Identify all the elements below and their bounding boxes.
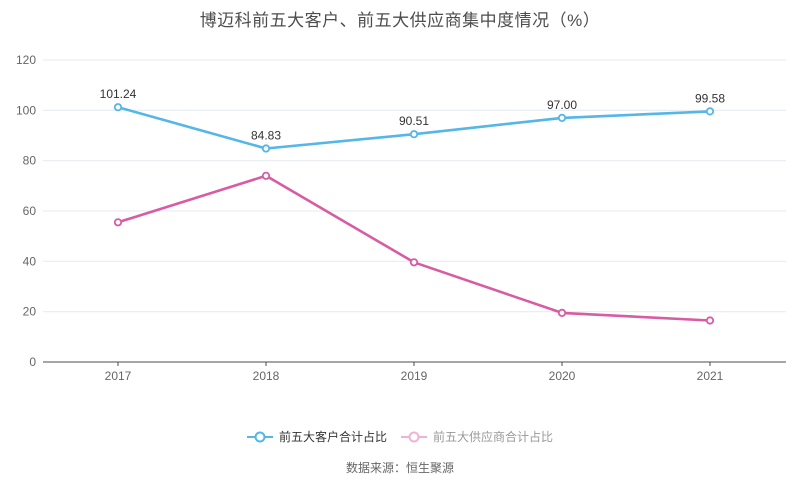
- data-source-note: 数据来源：恒生聚源: [345, 461, 454, 475]
- x-tick-label: 2020: [549, 369, 576, 383]
- legend-label-customers: 前五大客户合计占比: [278, 430, 387, 444]
- legend-circle: [408, 431, 420, 443]
- y-tick-label: 120: [16, 53, 36, 67]
- data-point: [557, 113, 567, 123]
- chart-legend: 前五大客户合计占比 前五大供应商合计占比: [0, 427, 800, 447]
- y-tick-label: 60: [23, 204, 37, 218]
- data-point: [557, 308, 567, 317]
- chart-title: 博迈科前五大客户、前五大供应商集中度情况（%）: [199, 11, 601, 30]
- x-tick-label: 2017: [105, 369, 132, 383]
- y-tick-label: 0: [29, 355, 36, 369]
- data-label: 101.24: [100, 87, 137, 101]
- series-line-1: [116, 174, 712, 322]
- data-label: 99.58: [695, 91, 725, 105]
- chart-canvas: 0 20 40 60 80 100 120 2017 2018 2019 2020 2021 101.2…: [16, 53, 786, 383]
- data-point: [705, 107, 715, 116]
- y-tick-label: 20: [23, 305, 37, 319]
- legend-marker-customers-icon: [246, 431, 273, 443]
- y-tick-label: 80: [23, 154, 37, 168]
- data-label: 84.83: [251, 129, 281, 143]
- legend-marker-suppliers-icon: [401, 431, 427, 443]
- legend-label-suppliers: 前五大供应商合计占比: [433, 430, 554, 444]
- data-label: 90.51: [399, 114, 429, 128]
- x-tick-label: 2018: [253, 369, 280, 383]
- data-point: [261, 144, 271, 153]
- data-point: [705, 316, 715, 325]
- data-point: [409, 130, 419, 139]
- data-point: [409, 258, 419, 267]
- data-point: [113, 103, 123, 112]
- data-point: [113, 218, 123, 227]
- data-label: 97.00: [547, 98, 577, 112]
- data-point: [261, 171, 271, 180]
- x-tick-label: 2019: [401, 369, 428, 383]
- y-tick-label: 40: [23, 254, 37, 268]
- x-tick-label: 2021: [697, 369, 724, 383]
- legend-item-customers[interactable]: 前五大客户合计占比: [246, 427, 387, 447]
- legend-item-suppliers[interactable]: 前五大供应商合计占比: [401, 427, 553, 447]
- y-tick-label: 100: [16, 103, 36, 117]
- legend-circle: [254, 431, 266, 443]
